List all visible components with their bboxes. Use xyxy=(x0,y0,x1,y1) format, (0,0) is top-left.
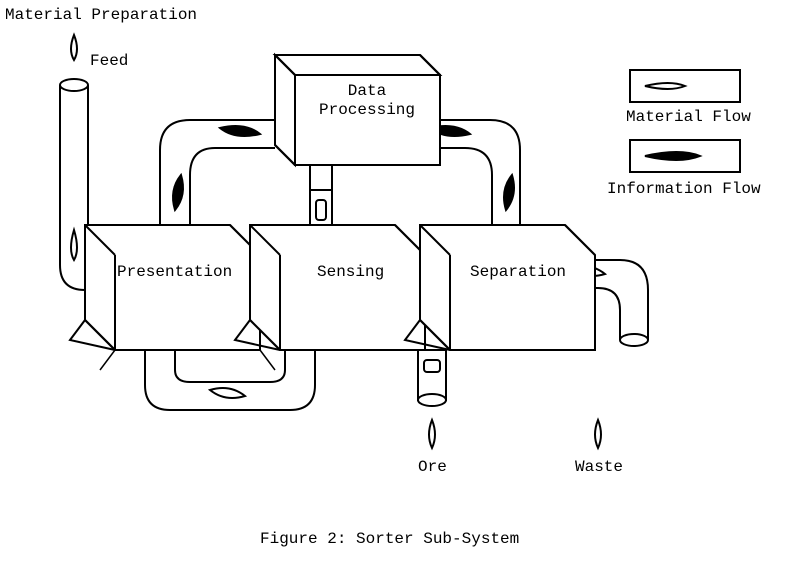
box-sensing xyxy=(235,225,425,350)
marker-waste xyxy=(595,420,601,448)
pipe-presentation-sensing xyxy=(145,350,315,410)
label-separation: Separation xyxy=(470,263,566,282)
marker-feed xyxy=(71,35,77,60)
box-presentation xyxy=(70,225,275,370)
label-legend-material-flow: Material Flow xyxy=(626,108,751,127)
label-legend-information-flow: Information Flow xyxy=(607,180,761,199)
label-feed: Feed xyxy=(90,52,128,71)
label-presentation: Presentation xyxy=(117,263,232,282)
legend-material-flow xyxy=(630,70,740,102)
label-sensing: Sensing xyxy=(317,263,384,282)
marker-ore xyxy=(429,420,435,448)
pipe-dataprocessing-sensing xyxy=(310,165,332,225)
label-ore: Ore xyxy=(418,458,447,477)
label-material-preparation: Material Preparation xyxy=(5,6,197,25)
diagram-canvas: Material Preparation Feed Data Processin… xyxy=(0,0,800,566)
label-data-processing: Data Processing xyxy=(302,82,432,120)
figure-caption: Figure 2: Sorter Sub-System xyxy=(260,530,519,548)
label-waste: Waste xyxy=(575,458,623,477)
legend-information-flow xyxy=(630,140,740,172)
box-separation xyxy=(405,225,595,350)
pipe-separation-ore xyxy=(418,350,446,406)
pipe-presentation-dataprocessing xyxy=(160,120,275,225)
